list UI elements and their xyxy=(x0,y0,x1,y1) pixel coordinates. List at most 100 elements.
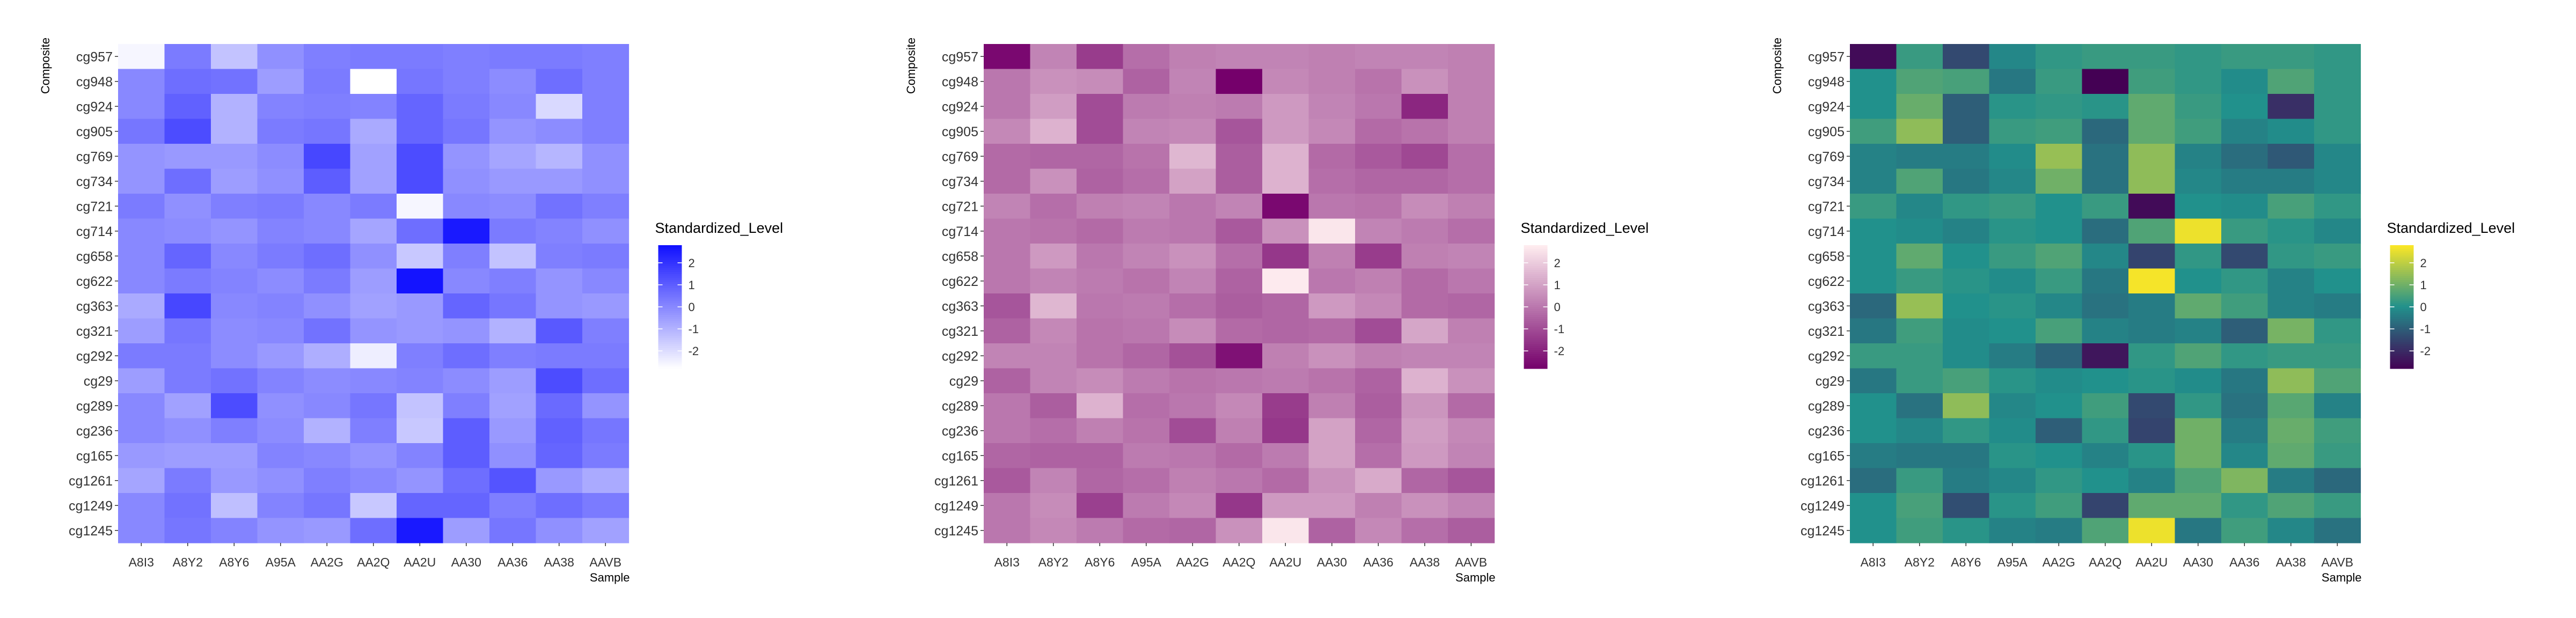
x-tick-label: AAVB xyxy=(2321,555,2353,569)
heatmap-cell xyxy=(350,518,397,543)
heatmap-cell xyxy=(1401,119,1448,144)
heatmap-cell xyxy=(257,218,304,244)
heatmap-cell xyxy=(211,443,258,469)
heatmap-cell xyxy=(2314,168,2361,194)
heatmap-cell xyxy=(536,168,583,194)
y-tick-label: cg905 xyxy=(1808,124,1845,139)
heatmap-cell xyxy=(1896,418,1943,444)
heatmap-cell xyxy=(1850,119,1897,144)
legend-gradient-step xyxy=(658,356,682,359)
heatmap-cell xyxy=(2221,368,2268,394)
legend-gradient-step xyxy=(1524,315,1548,318)
heatmap-cell xyxy=(1077,493,1124,519)
heatmap-cell xyxy=(1850,468,1897,494)
heatmap-cell xyxy=(984,293,1031,319)
heatmap-cell xyxy=(1169,343,1217,369)
heatmap-cell xyxy=(1943,194,1990,219)
legend-gradient-step xyxy=(1524,253,1548,256)
heatmap-cell xyxy=(118,518,165,543)
heatmap-cell xyxy=(1216,293,1263,319)
heatmap-cell xyxy=(984,268,1031,294)
heatmap-cell xyxy=(397,168,444,194)
heatmap-cell xyxy=(1216,518,1263,543)
legend-gradient-step xyxy=(1524,261,1548,264)
heatmap-cell xyxy=(2036,268,2083,294)
heatmap-cell xyxy=(118,44,165,70)
heatmap-cell xyxy=(2314,418,2361,444)
heatmap-cell xyxy=(443,293,490,319)
heatmap-cell xyxy=(2082,368,2129,394)
legend-gradient-step xyxy=(658,329,682,332)
heatmap-cell xyxy=(1850,318,1897,344)
heatmap-cell xyxy=(582,44,630,70)
heatmap-cell xyxy=(1308,343,1356,369)
x-tick-label: A8Y6 xyxy=(1951,555,1981,569)
y-tick-label: cg957 xyxy=(76,49,113,64)
legend-gradient-step xyxy=(1524,280,1548,283)
heatmap-cell xyxy=(1030,144,1077,170)
legend-gradient-step xyxy=(2390,362,2414,365)
legend-gradient-step xyxy=(2390,342,2414,344)
heatmap-cell xyxy=(1401,418,1448,444)
heatmap-cell xyxy=(536,69,583,94)
legend-gradient-step xyxy=(658,278,682,281)
heatmap-cell xyxy=(536,393,583,419)
legend-gradient-step xyxy=(2390,345,2414,349)
y-tick-label: cg165 xyxy=(76,448,113,464)
heatmap-cell xyxy=(1262,368,1309,394)
legend-gradient-step xyxy=(658,261,682,264)
heatmap-cell xyxy=(304,268,351,294)
heatmap-cell xyxy=(2082,144,2129,170)
heatmap-cell xyxy=(1850,418,1897,444)
heatmap-cell xyxy=(489,343,537,369)
heatmap-cell xyxy=(984,418,1031,444)
legend-gradient-step xyxy=(2390,255,2414,258)
legend-tick-label: -1 xyxy=(1554,322,1565,336)
heatmap-cell xyxy=(489,69,537,94)
heatmap-cell xyxy=(984,194,1031,219)
heatmap-cell xyxy=(489,468,537,494)
heatmap-cell xyxy=(2036,368,2083,394)
heatmap-cell xyxy=(443,119,490,144)
heatmap-cell xyxy=(2082,418,2129,444)
heatmap-cell xyxy=(2175,368,2222,394)
x-tick-label: AA2U xyxy=(404,555,436,569)
x-tick-label: A8I3 xyxy=(994,555,1020,569)
heatmap-cell xyxy=(1896,393,1943,419)
heatmap-cell xyxy=(1989,194,2036,219)
legend-gradient-step xyxy=(658,342,682,344)
heatmap-cell xyxy=(304,119,351,144)
heatmap-cell xyxy=(350,393,397,419)
heatmap-cell xyxy=(1077,119,1124,144)
heatmap-cell xyxy=(2221,468,2268,494)
heatmap-cell xyxy=(2036,244,2083,269)
heatmap-cell xyxy=(2082,393,2129,419)
legend-gradient-step xyxy=(658,295,682,297)
heatmap-cell xyxy=(211,318,258,344)
x-tick-label: A95A xyxy=(1131,555,1162,569)
legend-gradient-step xyxy=(1524,340,1548,342)
heatmap-cell xyxy=(1262,518,1309,543)
heatmap-cell xyxy=(1355,418,1402,444)
heatmap-cell xyxy=(1989,218,2036,244)
heatmap-cell xyxy=(1030,94,1077,120)
legend-gradient-step xyxy=(1524,266,1548,268)
heatmap-cell xyxy=(2314,343,2361,369)
heatmap-cell xyxy=(1169,293,1217,319)
heatmap-cell xyxy=(1077,518,1124,543)
heatmap-cell xyxy=(443,268,490,294)
legend-gradient-step xyxy=(1524,258,1548,260)
heatmap-cell xyxy=(1077,168,1124,194)
heatmap-cell xyxy=(2314,69,2361,94)
legend-gradient-step xyxy=(658,288,682,291)
legend-gradient-step xyxy=(1524,290,1548,293)
heatmap-cell xyxy=(1943,119,1990,144)
heatmap-cell xyxy=(2082,244,2129,269)
heatmap-cell xyxy=(984,443,1031,469)
legend-gradient-step xyxy=(1524,292,1548,295)
heatmap-cell xyxy=(350,94,397,120)
heatmap-cell xyxy=(118,368,165,394)
heatmap-cell xyxy=(1943,418,1990,444)
heatmap-cell xyxy=(397,318,444,344)
heatmap-cell xyxy=(2221,418,2268,444)
